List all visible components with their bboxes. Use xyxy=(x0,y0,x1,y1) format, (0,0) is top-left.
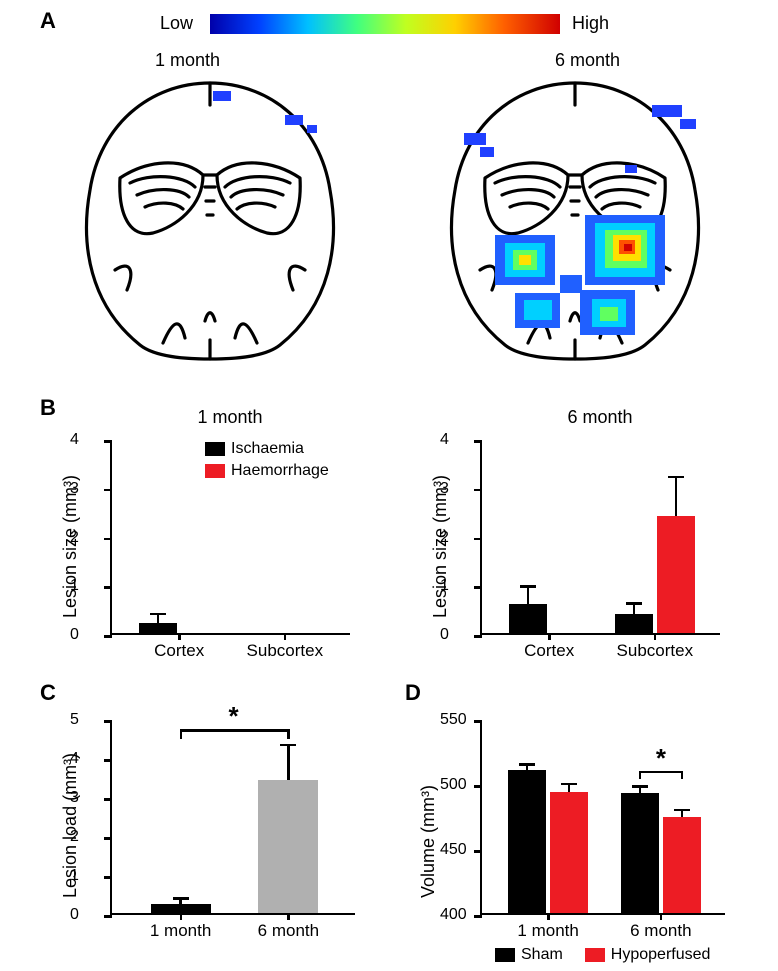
sig-asterisk: * xyxy=(229,701,239,732)
heatbar-high-label: High xyxy=(572,13,609,34)
panel-b-right-axes: 01234CortexSubcortex xyxy=(480,440,720,635)
heat-colorbar xyxy=(210,14,560,34)
xtick xyxy=(287,913,290,920)
ytick: 4 xyxy=(482,440,720,441)
ytick: 2 xyxy=(112,538,350,539)
legend-swatch xyxy=(585,948,605,962)
bar-6 month-Sham xyxy=(621,793,659,913)
error-cap xyxy=(520,585,536,588)
legend-label: Sham xyxy=(521,946,563,964)
ytick: 3 xyxy=(482,489,720,490)
ytick: 0 xyxy=(112,635,350,636)
sig-asterisk: * xyxy=(656,743,666,774)
legend-swatch xyxy=(495,948,515,962)
ytick: 1 xyxy=(112,876,355,877)
bar-6 month xyxy=(258,780,318,913)
xtick-label: Cortex xyxy=(154,641,204,661)
xtick-label: Subcortex xyxy=(617,641,694,661)
ytick: 0 xyxy=(112,915,355,916)
ytick: 0 xyxy=(482,635,720,636)
ytick: 550 xyxy=(482,720,725,721)
panel-d-ylabel: Volume (mm³) xyxy=(418,784,439,897)
ytick: 3 xyxy=(112,489,350,490)
xtick-label: 6 month xyxy=(630,921,691,941)
xtick xyxy=(180,913,183,920)
bar-cortex-isch xyxy=(509,604,547,633)
bar-1 month-Hypoperfused xyxy=(550,792,588,913)
sig-drop xyxy=(639,771,642,779)
error-bar xyxy=(157,614,160,623)
brain-left-title: 1 month xyxy=(155,50,220,71)
legend-item: Hypoperfused xyxy=(585,946,711,964)
error-cap xyxy=(626,602,642,605)
ytick: 2 xyxy=(112,837,355,838)
legend-label: Hypoperfused xyxy=(611,946,711,964)
xtick-label: Cortex xyxy=(524,641,574,661)
sig-drop xyxy=(180,729,183,739)
legend-item: Ischaemia xyxy=(205,440,329,458)
ytick: 400 xyxy=(482,915,725,916)
panel-c: Lesion load (mm³) 0123451 month6 month* xyxy=(40,685,365,950)
error-cap xyxy=(280,744,296,747)
error-bar xyxy=(287,745,290,780)
xtick xyxy=(660,913,663,920)
error-cap xyxy=(668,476,684,479)
panel-b-right: 6 month Lesion size (mm³) 01234CortexSub… xyxy=(410,405,730,670)
sig-drop xyxy=(287,729,290,739)
bar-6 month-Hypoperfused xyxy=(663,817,701,913)
xtick xyxy=(654,633,657,640)
bar-1 month xyxy=(151,904,211,913)
brain-right-title: 6 month xyxy=(555,50,620,71)
bar-subcortex-haem xyxy=(657,516,695,633)
brain-left-svg xyxy=(55,75,365,365)
panel-d: Volume (mm³) 4004505005501 month6 month* xyxy=(410,685,735,950)
bar-subcortex-isch xyxy=(615,614,653,634)
xtick-label: 1 month xyxy=(517,921,578,941)
legend-label: Haemorrhage xyxy=(231,462,329,480)
xtick xyxy=(178,633,181,640)
bar-cortex-isch xyxy=(139,623,177,633)
panel-b-left-title: 1 month xyxy=(110,407,350,428)
heatbar-low-label: Low xyxy=(160,13,193,34)
heat-colorbar-svg xyxy=(210,14,560,34)
xtick-label: Subcortex xyxy=(247,641,324,661)
bar-1 month-Sham xyxy=(508,770,546,913)
legend-label: Ischaemia xyxy=(231,440,304,458)
panel-a-label: A xyxy=(40,8,56,34)
ytick: 4 xyxy=(112,759,355,760)
error-cap xyxy=(173,897,189,900)
xtick xyxy=(547,913,550,920)
error-bar xyxy=(568,784,571,792)
xtick xyxy=(548,633,551,640)
panel-b-legend: Ischaemia Haemorrhage xyxy=(205,440,329,484)
brain-right-svg xyxy=(420,75,730,365)
legend-swatch xyxy=(205,464,225,478)
xtick xyxy=(284,633,287,640)
error-cap xyxy=(674,809,690,812)
error-bar xyxy=(675,477,678,516)
error-cap xyxy=(150,613,166,616)
error-cap xyxy=(632,785,648,788)
xtick-label: 6 month xyxy=(258,921,319,941)
panel-b-right-title: 6 month xyxy=(480,407,720,428)
ytick: 3 xyxy=(112,798,355,799)
error-bar xyxy=(527,587,530,604)
error-cap xyxy=(519,763,535,766)
panel-d-legend: Sham Hypoperfused xyxy=(495,946,710,964)
xtick-label: 1 month xyxy=(150,921,211,941)
panel-d-axes: 4004505005501 month6 month* xyxy=(480,720,725,915)
error-cap xyxy=(561,783,577,786)
legend-item: Sham xyxy=(495,946,563,964)
sig-drop xyxy=(681,771,684,779)
ytick: 1 xyxy=(112,586,350,587)
legend-swatch xyxy=(205,442,225,456)
legend-item: Haemorrhage xyxy=(205,462,329,480)
panel-c-axes: 0123451 month6 month* xyxy=(110,720,355,915)
error-bar xyxy=(633,604,636,614)
